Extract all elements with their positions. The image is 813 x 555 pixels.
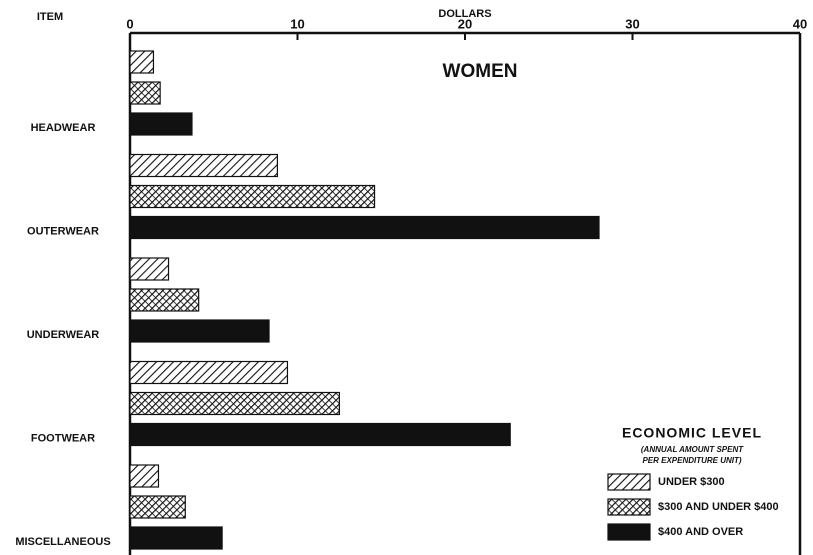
chart-title: WOMEN	[443, 61, 518, 82]
legend-swatch	[607, 523, 651, 541]
legend-title: ECONOMIC LEVEL	[622, 425, 762, 441]
y-tick-label: HEADWEAR	[31, 122, 96, 134]
bar	[129, 422, 511, 447]
y-tick-label: FOOTWEAR	[31, 432, 95, 444]
bar	[129, 81, 161, 105]
legend-subtitle: (ANNUAL AMOUNT SPENT	[641, 445, 744, 454]
x-tick-label: 20	[458, 16, 472, 31]
legend-label: $300 AND UNDER $400	[658, 501, 779, 513]
bar	[129, 526, 223, 550]
legend-subtitle: PER EXPENDITURE UNIT)	[642, 456, 741, 465]
x-tick-label: 0	[126, 16, 133, 31]
x-tick-label: 30	[625, 16, 639, 31]
bar	[129, 112, 193, 136]
y-tick-label: MISCELLANEOUS	[15, 536, 110, 548]
x-axis-label: DOLLARS	[438, 8, 491, 20]
legend-label: UNDER $300	[658, 476, 725, 488]
bar	[129, 50, 155, 74]
x-tick-label: 40	[793, 16, 807, 31]
bar	[129, 288, 200, 312]
bar	[129, 153, 278, 178]
x-tick-label: 10	[290, 16, 304, 31]
bar	[129, 215, 600, 240]
y-tick-label: OUTERWEAR	[27, 225, 99, 237]
bar	[129, 391, 340, 416]
legend-swatch	[607, 498, 651, 516]
y-tick-label: UNDERWEAR	[27, 329, 100, 341]
bar	[129, 184, 376, 209]
bar	[129, 319, 270, 343]
bar	[129, 495, 186, 519]
bar	[129, 360, 289, 385]
legend-swatch	[607, 473, 651, 491]
y-axis-label: ITEM	[37, 11, 63, 23]
legend-label: $400 AND OVER	[658, 526, 743, 538]
bar	[129, 464, 160, 488]
bar	[129, 257, 170, 281]
